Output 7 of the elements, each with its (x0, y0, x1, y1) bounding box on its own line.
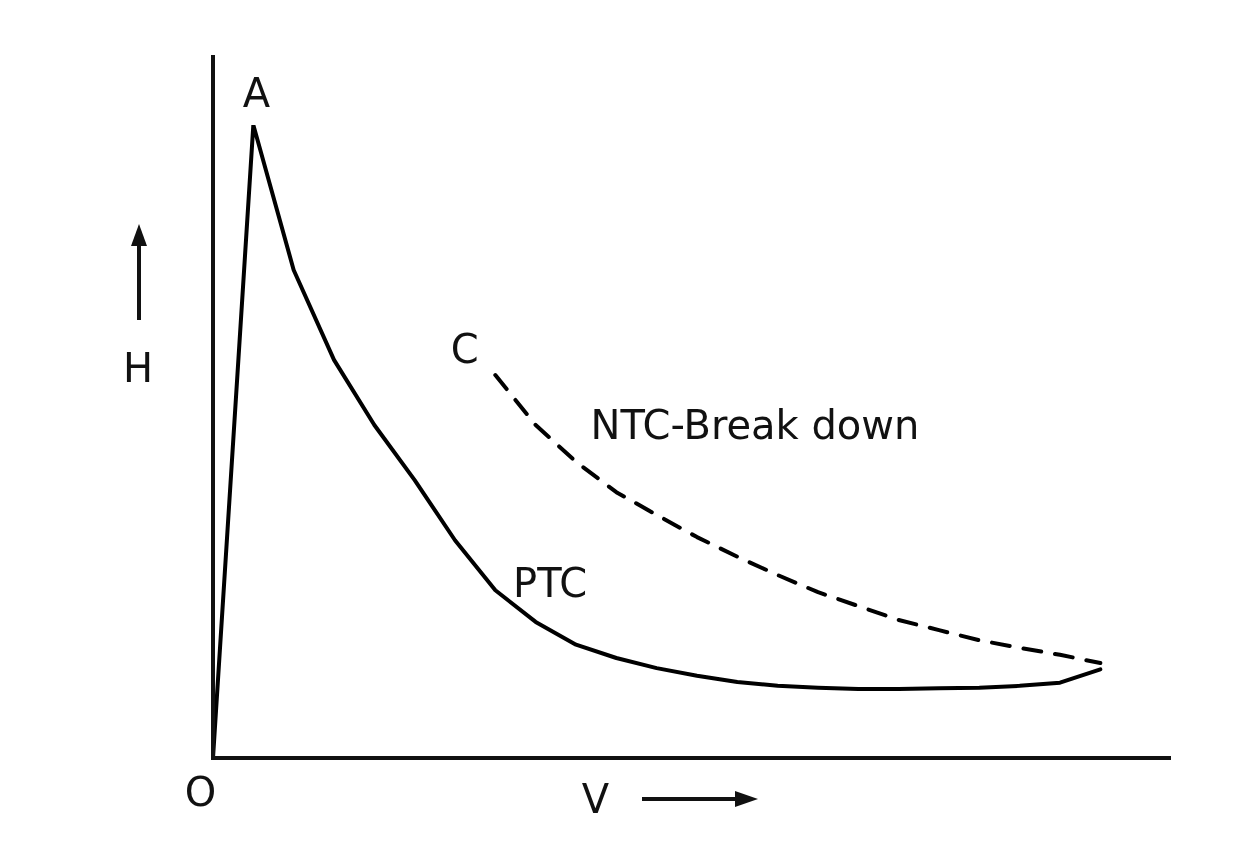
series-label: NTC-Break down (590, 402, 920, 449)
annotation: C (450, 326, 479, 373)
x-axis-title: V (581, 776, 610, 823)
y-axis-title: H (122, 345, 154, 392)
text: O (184, 769, 217, 816)
text: A (242, 69, 271, 116)
series-label: PTC (513, 560, 588, 607)
